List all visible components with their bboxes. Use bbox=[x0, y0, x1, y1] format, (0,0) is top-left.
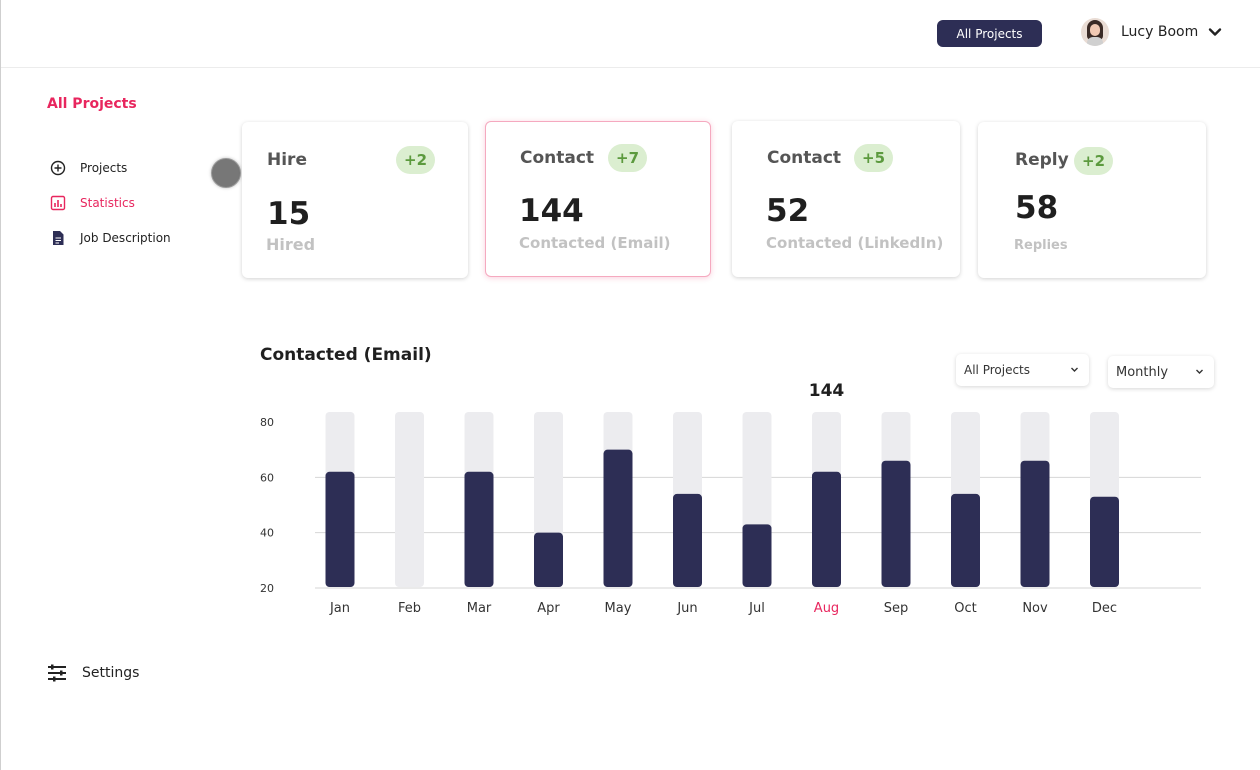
bar-chart-icon bbox=[49, 195, 66, 212]
card-badge: +2 bbox=[396, 146, 436, 174]
select-value: Monthly bbox=[1116, 364, 1169, 380]
chevron-down-icon bbox=[1196, 369, 1203, 374]
card-sub: Contacted (Email) bbox=[519, 234, 671, 252]
sidebar-item-job-description[interactable]: Job Description bbox=[49, 228, 171, 248]
y-tick-label: 80 bbox=[260, 416, 274, 429]
x-tick-label: Jun bbox=[676, 601, 697, 616]
x-tick-label: Mar bbox=[467, 601, 492, 616]
bar[interactable] bbox=[673, 493, 702, 587]
x-tick-label: Jul bbox=[748, 601, 765, 616]
stat-card-contact-email[interactable]: Contact +7 144 Contacted (Email) bbox=[485, 121, 711, 277]
sidebar-item-label: Job Description bbox=[80, 231, 171, 245]
card-value: 15 bbox=[267, 196, 311, 232]
y-tick-label: 60 bbox=[260, 471, 274, 484]
bar[interactable] bbox=[603, 449, 633, 587]
user-name: Lucy Boom bbox=[1121, 24, 1199, 40]
card-value: 144 bbox=[519, 193, 584, 229]
document-icon bbox=[49, 230, 66, 247]
x-tick-label: Aug bbox=[814, 601, 839, 616]
card-badge: +2 bbox=[1074, 147, 1114, 175]
bar[interactable] bbox=[1090, 496, 1119, 587]
sliders-icon bbox=[47, 663, 67, 683]
x-tick-label: Dec bbox=[1092, 601, 1117, 616]
bar[interactable] bbox=[534, 532, 563, 587]
sidebar-item-label: Projects bbox=[80, 161, 128, 175]
bar[interactable] bbox=[881, 460, 911, 587]
settings-label: Settings bbox=[82, 665, 140, 681]
stat-card-contact-linkedin[interactable]: Contact +5 52 Contacted (LinkedIn) bbox=[732, 121, 960, 277]
stat-card-reply[interactable]: Reply +2 58 Replies bbox=[978, 122, 1206, 278]
plus-circle-icon bbox=[49, 160, 66, 177]
card-value: 52 bbox=[766, 193, 810, 229]
settings-button[interactable]: Settings bbox=[47, 663, 139, 683]
top-bar: All Projects Lucy Boom bbox=[1, 0, 1260, 68]
card-label: Contact bbox=[520, 148, 595, 168]
project-filter-select[interactable]: All Projects bbox=[956, 354, 1089, 386]
bar-track bbox=[395, 412, 424, 587]
bar-chart: 80 60 40 20 Jan Feb Mar Apr May Jun Jul Aug 144 Sep Oc… bbox=[260, 381, 1201, 616]
x-tick-label: May bbox=[605, 601, 632, 616]
card-label: Reply bbox=[1015, 150, 1069, 170]
card-sub: Hired bbox=[266, 235, 316, 254]
card-label: Contact bbox=[767, 148, 842, 168]
period-filter-select[interactable]: Monthly bbox=[1108, 356, 1214, 388]
x-tick-label: Sep bbox=[884, 601, 909, 616]
bar[interactable] bbox=[951, 493, 980, 587]
chevron-down-icon bbox=[1071, 367, 1078, 372]
card-sub: Contacted (LinkedIn) bbox=[766, 234, 944, 252]
data-label: 144 bbox=[809, 381, 845, 401]
sidebar-item-label: Statistics bbox=[80, 196, 135, 210]
stat-card-hire[interactable]: Hire +2 15 Hired bbox=[242, 122, 468, 278]
sidebar-toggle-handle[interactable] bbox=[211, 158, 241, 188]
bar[interactable] bbox=[1020, 460, 1050, 587]
card-label: Hire bbox=[267, 150, 307, 170]
card-badge: +7 bbox=[608, 144, 648, 172]
card-sub: Replies bbox=[1014, 238, 1068, 253]
x-tick-label: Apr bbox=[537, 601, 560, 616]
x-tick-label: Nov bbox=[1022, 601, 1048, 616]
bar[interactable] bbox=[742, 524, 772, 587]
sidebar-title[interactable]: All Projects bbox=[47, 96, 137, 112]
card-badge: +5 bbox=[854, 144, 894, 172]
x-tick-label: Feb bbox=[398, 601, 421, 616]
y-tick-label: 40 bbox=[260, 527, 274, 540]
select-value: All Projects bbox=[964, 363, 1030, 377]
sidebar-item-projects[interactable]: Projects bbox=[49, 158, 127, 178]
avatar[interactable] bbox=[1081, 18, 1109, 46]
user-menu[interactable]: Lucy Boom bbox=[1081, 16, 1222, 48]
bar[interactable] bbox=[325, 471, 355, 587]
chevron-down-icon[interactable] bbox=[1208, 25, 1222, 39]
bar[interactable] bbox=[812, 471, 841, 587]
bar[interactable] bbox=[464, 471, 494, 587]
sidebar-item-statistics[interactable]: Statistics bbox=[49, 193, 135, 213]
x-tick-label: Oct bbox=[954, 601, 976, 616]
x-tick-label: Jan bbox=[329, 601, 350, 616]
y-tick-label: 20 bbox=[260, 582, 274, 595]
card-value: 58 bbox=[1015, 190, 1059, 226]
chart-title: Contacted (Email) bbox=[260, 345, 432, 365]
all-projects-button[interactable]: All Projects bbox=[937, 20, 1042, 47]
